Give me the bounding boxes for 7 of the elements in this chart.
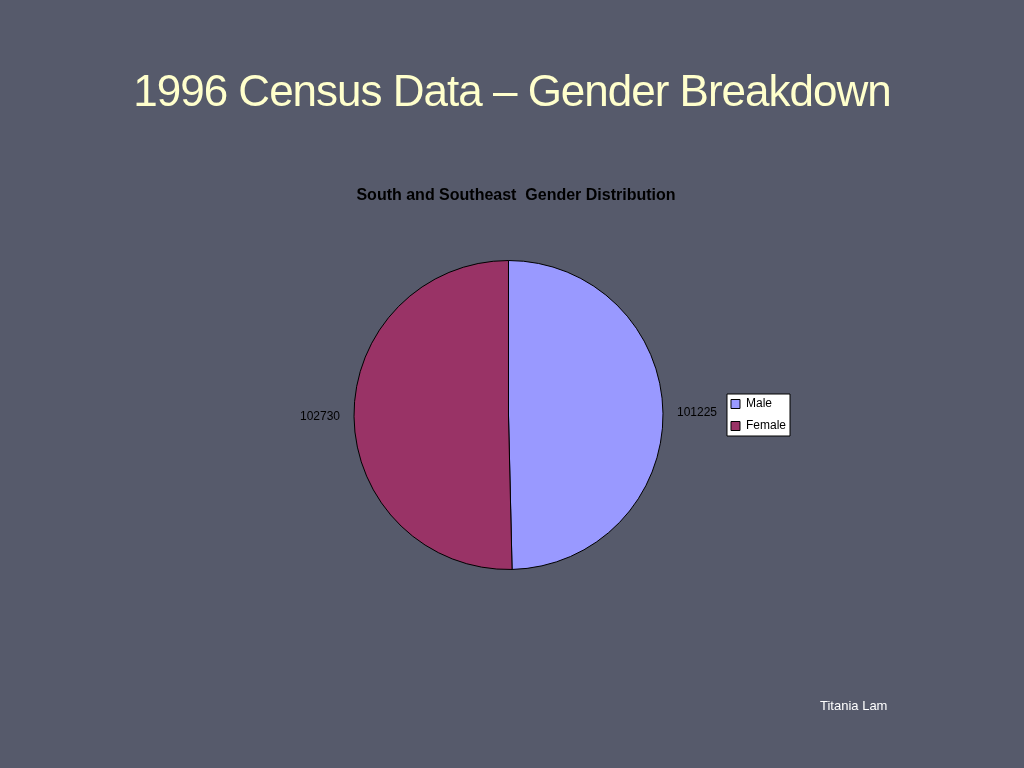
- legend-label: Female: [745, 418, 787, 433]
- data-label: 101225: [676, 405, 718, 420]
- chart-title: 1996 Census Data – Gender Breakdown: [132, 66, 892, 116]
- legend-label: Male: [745, 396, 773, 411]
- chart-subtitle: South and Southeast Gender Distribution: [355, 186, 677, 204]
- data-label: 102730: [299, 409, 341, 424]
- text: Titania Lam: [820, 698, 888, 713]
